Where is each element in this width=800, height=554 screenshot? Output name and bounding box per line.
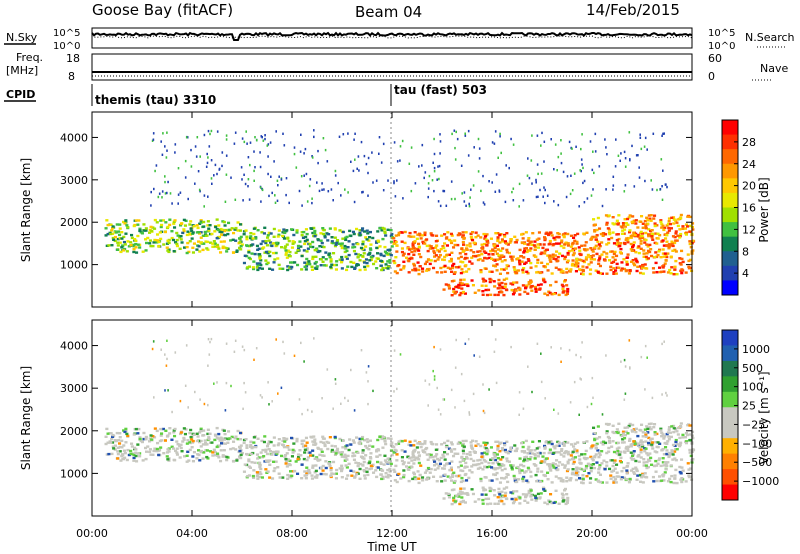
colorbar-swatch bbox=[722, 149, 738, 164]
colorbar-tick-label: 28 bbox=[742, 136, 756, 149]
x-tick-label: 00:00 bbox=[676, 527, 708, 540]
y-tick-label: 3000 bbox=[60, 382, 88, 395]
colorbar-tick-label: 4 bbox=[742, 267, 749, 280]
beam-title: Beam 04 bbox=[355, 3, 422, 21]
freq-tick-high: 18 bbox=[66, 52, 80, 65]
freq-label: Freq. bbox=[16, 51, 43, 64]
freq-panel: Freq. [MHz] 18 8 60 0 Nave bbox=[6, 51, 788, 83]
station-title: Goose Bay (fitACF) bbox=[92, 1, 233, 19]
nsky-label: N.Sky bbox=[6, 31, 38, 44]
power-panel: 1000 2000 3000 4000 Slant Range [km] bbox=[19, 112, 695, 307]
cpid-panel: CPID themis (tau) 3310 tau (fast) 503 bbox=[4, 83, 487, 107]
nsearch-label: N.Search bbox=[745, 31, 795, 44]
colorbar-tick-label: 12 bbox=[742, 223, 756, 236]
x-tick-label: 08:00 bbox=[276, 527, 308, 540]
colorbar-swatch bbox=[722, 251, 738, 266]
x-axis-label: Time UT bbox=[366, 540, 417, 554]
cpid-segment-1: themis (tau) 3310 bbox=[95, 93, 216, 107]
cpid-label: CPID bbox=[6, 88, 35, 101]
x-tick-label: 12:00 bbox=[376, 527, 408, 540]
colorbar-swatch bbox=[722, 376, 738, 392]
colorbar-swatch bbox=[722, 208, 738, 223]
velocity-colorbar-label: Velocity [m s⁻¹] bbox=[757, 371, 771, 464]
y-tick-label: 4000 bbox=[60, 131, 88, 144]
nsearch-tick-low: 10^0 bbox=[708, 41, 735, 52]
y-tick-label: 2000 bbox=[60, 216, 88, 229]
colorbar-swatch bbox=[722, 469, 738, 485]
nave-label: Nave bbox=[760, 62, 788, 75]
colorbar-swatch bbox=[722, 423, 738, 439]
x-tick-label: 20:00 bbox=[576, 527, 608, 540]
x-tick-label: 00:00 bbox=[76, 527, 108, 540]
y-tick-label: 4000 bbox=[60, 340, 88, 353]
colorbar-swatch bbox=[722, 330, 738, 346]
colorbar-swatch bbox=[722, 361, 738, 377]
colorbar-swatch bbox=[722, 120, 738, 135]
x-tick-label: 16:00 bbox=[476, 527, 508, 540]
cpid-segment-2: tau (fast) 503 bbox=[394, 83, 487, 97]
power-ylabel: Slant Range [km] bbox=[19, 158, 33, 262]
date-title: 14/Feb/2015 bbox=[586, 1, 680, 19]
nsky-trace bbox=[92, 33, 692, 40]
y-tick-label: 1000 bbox=[60, 467, 88, 480]
colorbar-tick-label: −1000 bbox=[742, 475, 779, 488]
freq-tick-low: 8 bbox=[68, 70, 75, 83]
nsky-panel: N.Sky 10^5 10^0 10^5 10^0 N.Search bbox=[4, 28, 795, 52]
colorbar-swatch bbox=[722, 438, 738, 454]
x-tick-label: 04:00 bbox=[176, 527, 208, 540]
colorbar-swatch bbox=[722, 237, 738, 252]
colorbar-tick-label: 8 bbox=[742, 245, 749, 258]
y-tick-label: 1000 bbox=[60, 259, 88, 272]
colorbar-swatch bbox=[722, 280, 738, 295]
colorbar-swatch bbox=[722, 485, 738, 501]
velocity-ylabel: Slant Range [km] bbox=[19, 366, 33, 470]
nave-tick-high: 60 bbox=[708, 52, 722, 65]
colorbar-tick-label: 24 bbox=[742, 158, 756, 171]
nave-tick-low: 0 bbox=[708, 70, 715, 83]
velocity-panel: 1000 2000 3000 4000 Slant Range [km] bbox=[19, 320, 695, 516]
power-colorbar-label: Power [dB] bbox=[757, 177, 771, 242]
nsky-tick-high: 10^5 bbox=[53, 28, 80, 39]
colorbar-swatch bbox=[722, 407, 738, 423]
nsearch-tick-high: 10^5 bbox=[708, 28, 735, 39]
colorbar-tick-label: 1000 bbox=[742, 343, 770, 356]
y-tick-label: 2000 bbox=[60, 425, 88, 438]
power-colorbar: 28 24 20 16 12 8 4 bbox=[722, 120, 756, 296]
y-tick-label: 3000 bbox=[60, 174, 88, 187]
colorbar-swatch bbox=[722, 454, 738, 470]
colorbar-swatch bbox=[722, 193, 738, 208]
colorbar-swatch bbox=[722, 164, 738, 179]
colorbar-tick-label: 20 bbox=[742, 180, 756, 193]
colorbar-swatch bbox=[722, 345, 738, 361]
colorbar-tick-label: 25 bbox=[742, 400, 756, 413]
nsky-tick-low: 10^0 bbox=[53, 41, 80, 52]
freq-unit-label: [MHz] bbox=[6, 64, 38, 77]
colorbar-tick-label: 16 bbox=[742, 202, 756, 215]
